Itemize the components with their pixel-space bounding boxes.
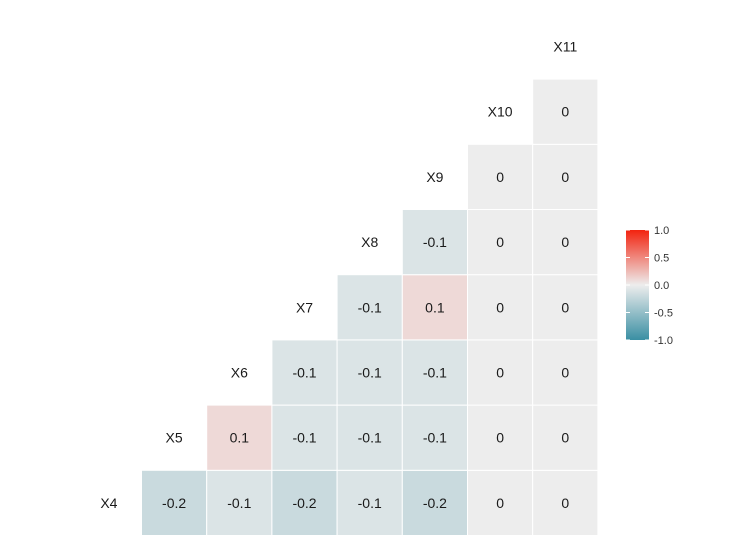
heatmap-cells: -0.2 -0.1 -0.2 -0.1 -0.2 0 0 0.1 -0.1 -0.1 -0.1 0 0 -… (141, 78, 599, 536)
heatmap-cell-x6-x7 (271, 339, 338, 406)
cell-value-label: -0.1 (358, 430, 382, 446)
cell-value-label: 0 (496, 495, 504, 511)
legend-colorbar (626, 230, 649, 340)
heatmap-cell-x10-x11 (532, 78, 599, 145)
cell-value-label: -0.1 (423, 430, 447, 446)
variable-label-x8: X8 (361, 234, 378, 250)
heatmap-cell-x7-x9 (401, 274, 468, 341)
variable-label-x6: X6 (231, 365, 248, 381)
cell-value-label: 0 (561, 299, 569, 315)
heatmap-cell-x6-x11 (532, 339, 599, 406)
heatmap-cell-x7-x10 (467, 274, 534, 341)
heatmap-cell-x5-x6 (206, 404, 273, 471)
cell-value-label: -0.1 (292, 430, 316, 446)
heatmap-cell-x6-x9 (401, 339, 468, 406)
cell-value-label: 0 (496, 169, 504, 185)
cell-value-label: 0 (496, 299, 504, 315)
heatmap-cell-x4-x11 (532, 469, 599, 536)
cell-value-label: 0 (496, 365, 504, 381)
heatmap-cell-x5-x11 (532, 404, 599, 471)
heatmap-cell-x4-x9 (401, 469, 468, 536)
heatmap-cell-x4-x10 (467, 469, 534, 536)
legend-tick-label: -0.5 (654, 308, 673, 320)
heatmap-cell-x4-x5 (141, 469, 208, 536)
cell-value-label: -0.1 (358, 365, 382, 381)
heatmap-cell-x4-x6 (206, 469, 273, 536)
legend-ticks: 1.0 0.5 0.0 -0.5 -1.0 (626, 225, 673, 347)
heatmap-cell-x8-x11 (532, 209, 599, 276)
legend-tick-label: 1.0 (654, 225, 669, 237)
cell-value-label: 0 (496, 234, 504, 250)
variable-label-x7: X7 (296, 299, 313, 315)
heatmap-cell-x9-x11 (532, 143, 599, 210)
cell-value-label: 0.1 (425, 299, 445, 315)
cell-value-label: 0 (561, 495, 569, 511)
legend-tick-label: -1.0 (654, 335, 673, 347)
variable-label-x9: X9 (426, 169, 443, 185)
variable-label-x11: X11 (553, 39, 577, 55)
cell-value-label: 0 (561, 234, 569, 250)
heatmap-cell-x8-x9 (401, 209, 468, 276)
legend-tick-label: 0.5 (654, 253, 669, 265)
cell-value-label: -0.1 (423, 365, 447, 381)
heatmap-cell-x5-x8 (336, 404, 403, 471)
variable-label-x4: X4 (100, 495, 117, 511)
cell-value-label: -0.2 (292, 495, 316, 511)
cell-value-label: 0 (496, 430, 504, 446)
variable-label-x10: X10 (488, 104, 513, 120)
cell-value-label: -0.1 (292, 365, 316, 381)
cell-value-label: -0.1 (358, 299, 382, 315)
cell-value-label: 0 (561, 430, 569, 446)
heatmap-cell-x6-x10 (467, 339, 534, 406)
cell-value-label: -0.1 (358, 495, 382, 511)
heatmap-cell-x5-x7 (271, 404, 338, 471)
cell-value-label: -0.2 (423, 495, 447, 511)
cell-value-label: -0.2 (162, 495, 186, 511)
legend-tick-label: 0.0 (654, 280, 669, 292)
variable-label-x5: X5 (166, 430, 183, 446)
heatmap-cell-x4-x8 (336, 469, 403, 536)
cell-value-label: -0.1 (227, 495, 251, 511)
cell-value-label: -0.1 (423, 234, 447, 250)
heatmap-cell-x7-x8 (336, 274, 403, 341)
cell-value-label: 0 (561, 365, 569, 381)
cell-value-label: 0 (561, 104, 569, 120)
cell-value-label: 0.1 (230, 430, 250, 446)
cell-value-label: 0 (561, 169, 569, 185)
color-legend: 1.0 0.5 0.0 -0.5 -1.0 (626, 225, 673, 347)
heatmap-cell-x5-x10 (467, 404, 534, 471)
variable-labels: X4 X5 X6 X7 X8 X9 X10 X11 (100, 39, 577, 511)
